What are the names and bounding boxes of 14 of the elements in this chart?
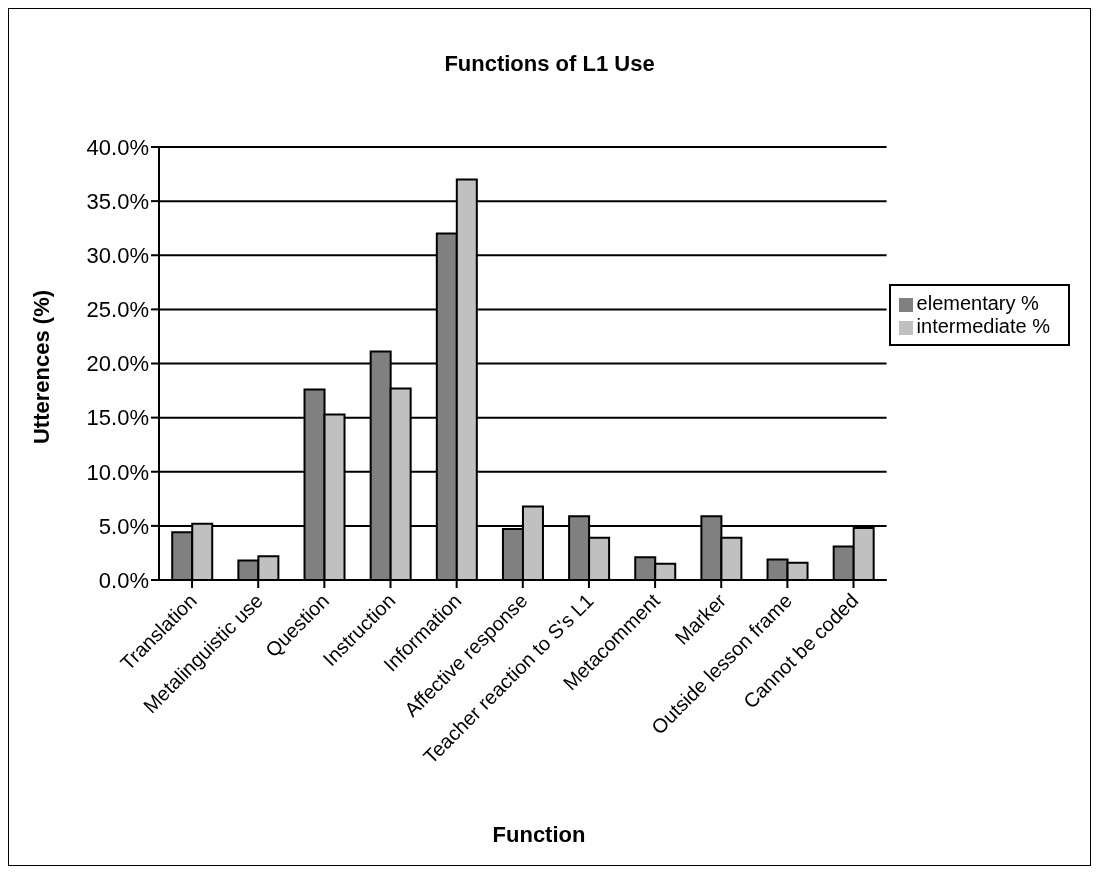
y-tick-label: 20.0% — [86, 351, 149, 377]
x-axis-title: Function — [491, 822, 587, 848]
legend-label: elementary % — [916, 292, 1039, 314]
legend-label: intermediate % — [916, 315, 1050, 337]
y-tick-label: 30.0% — [86, 243, 149, 269]
y-tick-label: 10.0% — [86, 459, 149, 485]
y-tick-label: 5.0% — [98, 513, 149, 539]
y-axis-title: Utterences (%) — [29, 289, 55, 445]
y-tick-label: 0.0% — [98, 567, 149, 593]
chart-title: Functions of L1 Use — [443, 51, 656, 77]
y-tick-label: 25.0% — [86, 297, 149, 323]
y-tick-label: 40.0% — [86, 134, 149, 160]
y-tick-label: 35.0% — [86, 188, 149, 214]
y-tick-label: 15.0% — [86, 405, 149, 431]
